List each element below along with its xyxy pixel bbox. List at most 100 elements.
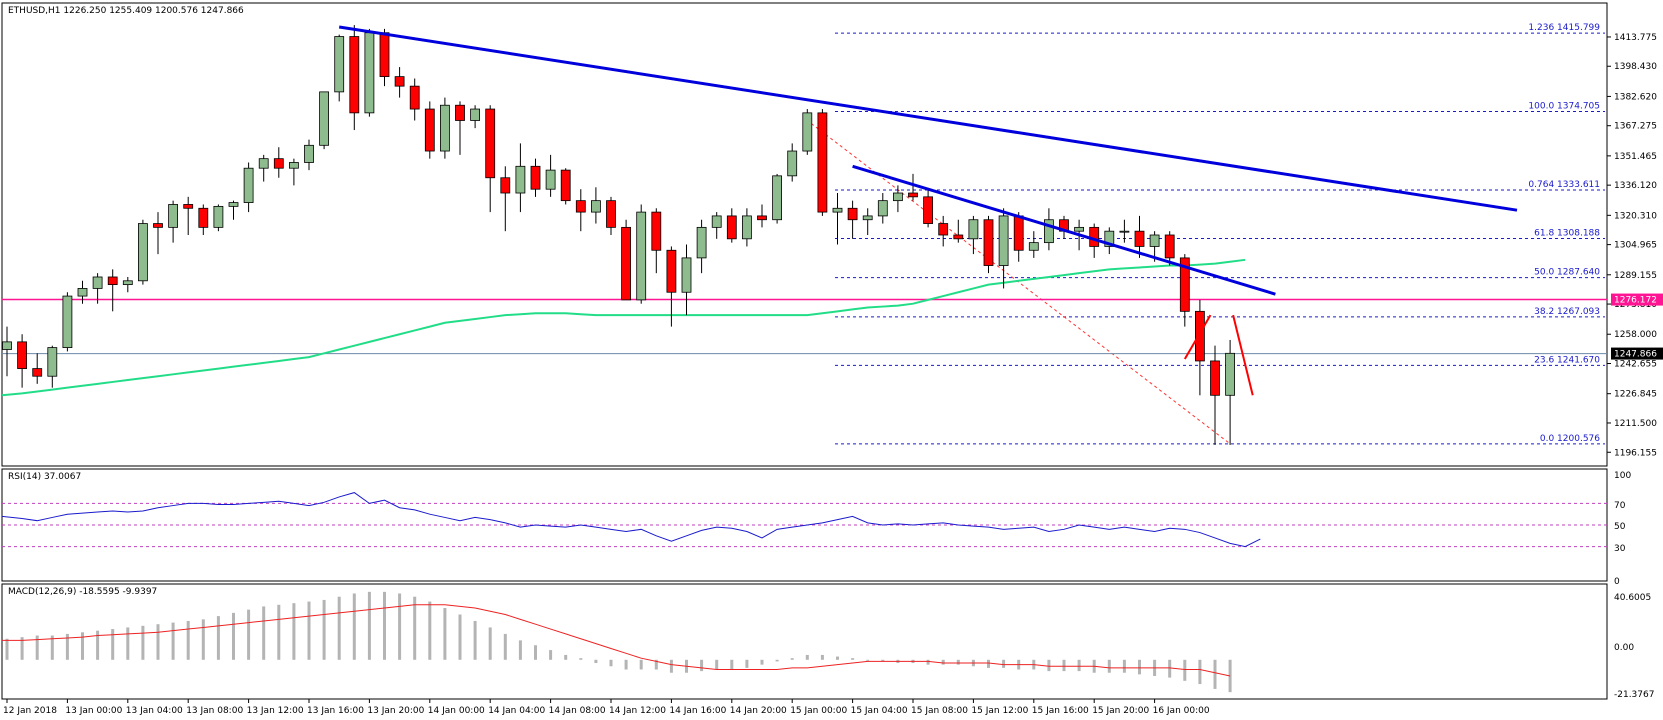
rsi-tick-100: 100	[1614, 471, 1631, 481]
price-tick-label: 1196.155	[1614, 448, 1657, 458]
candle	[666, 246, 677, 327]
candle	[862, 208, 873, 235]
bear-candle-body	[1195, 310, 1205, 362]
candle	[470, 105, 481, 129]
bear-candle-body	[32, 368, 43, 377]
candle	[742, 208, 752, 247]
main-panel: 1.236 1415.799 100.0 1374.705 0.764 1333.6…	[1, 2, 1663, 467]
rsi-tick-0: 0	[1614, 577, 1620, 587]
macd-histogram-bar	[956, 659, 960, 665]
macd-histogram-bar	[790, 658, 794, 660]
candle	[47, 345, 58, 388]
symbol-header: ETHUSD,H1 1226.250 1255.409 1200.576 124…	[8, 6, 244, 16]
candle	[439, 97, 450, 159]
macd-histogram-bar	[1122, 659, 1126, 673]
candle	[983, 215, 994, 274]
candle	[349, 25, 360, 131]
rsi-panel: RSI(14) 37.0067 100 70 50 30 0	[1, 468, 1631, 587]
bull-candle-body	[334, 36, 345, 93]
candle	[1059, 215, 1069, 239]
candle	[168, 200, 179, 243]
time-tick-label: 13 Jan 12:00	[247, 706, 304, 716]
candle	[319, 91, 330, 150]
macd-histogram-bar	[5, 638, 9, 660]
candle	[424, 101, 435, 159]
candle	[560, 168, 571, 205]
time-tick-label: 14 Jan 16:00	[669, 706, 726, 716]
candle	[394, 67, 405, 98]
bull-candle-body	[591, 200, 601, 213]
candle	[122, 276, 133, 293]
candle	[847, 200, 858, 239]
bull-candle-body	[122, 280, 133, 286]
candle	[772, 173, 782, 224]
macd-histogram-bar	[1002, 659, 1006, 668]
macd-histogram-bar	[836, 656, 839, 660]
macd-histogram-bar	[111, 629, 115, 660]
price-tick-label: 1351.465	[1614, 152, 1657, 162]
bull-candle-body	[77, 288, 88, 297]
bear-candle-body	[379, 32, 390, 78]
candle	[545, 154, 556, 197]
fib-level-label: 38.2 1267.093	[1534, 307, 1600, 317]
candle	[651, 208, 662, 274]
macd-header: MACD(12,26,9) -18.5595 -9.9397	[8, 587, 157, 597]
bear-candle-body	[17, 341, 28, 369]
macd-histogram-bar	[639, 659, 643, 670]
candle	[334, 34, 345, 102]
macd-histogram-bar	[609, 659, 613, 667]
candles	[2, 25, 1235, 445]
current-price-tag: 1247.866	[1611, 347, 1663, 360]
bear-candle-body	[1179, 257, 1190, 312]
fib-retracement-line	[810, 123, 1231, 445]
candle	[243, 162, 254, 213]
macd-histogram-bar	[1077, 659, 1081, 672]
macd-histogram-bar	[232, 612, 235, 660]
macd-tick-zero: 0.00	[1614, 643, 1634, 653]
candle	[1013, 212, 1024, 262]
candle	[968, 215, 979, 255]
bear-candle-body	[651, 211, 662, 251]
candle	[832, 193, 843, 245]
bull-candle-body	[742, 215, 752, 240]
time-tick-label: 12 Jan 2018	[3, 706, 57, 716]
price-tick-label: 1413.775	[1614, 33, 1657, 43]
macd-histogram-bar	[443, 608, 447, 660]
time-tick-label: 15 Jan 04:00	[851, 706, 908, 716]
fib-level-label: 0.0 1200.576	[1540, 434, 1600, 444]
bear-candle-body	[726, 215, 737, 240]
macd-histogram-bar	[352, 593, 356, 660]
bear-candle-body	[757, 215, 767, 221]
bull-candle-body	[47, 347, 58, 377]
time-tick-label: 13 Jan 20:00	[367, 706, 424, 716]
bull-candle-body	[893, 192, 903, 202]
bear-candle-body	[560, 169, 571, 202]
macd-histogram-bar	[579, 658, 583, 660]
bear-candle-body	[908, 192, 918, 198]
time-tick-label: 15 Jan 12:00	[971, 706, 1028, 716]
fib-levels: 1.236 1415.799 100.0 1374.705 0.764 1333.6…	[835, 23, 1605, 445]
time-tick-label: 13 Jan 04:00	[126, 706, 183, 716]
bear-candle-body	[1134, 230, 1145, 247]
resistance-price-tag: 1276.172	[1611, 293, 1663, 306]
macd-histogram-bar	[1198, 659, 1202, 685]
candle	[62, 292, 73, 352]
macd-histogram-bar	[1168, 659, 1172, 678]
bear-candle-body	[953, 234, 964, 240]
bull-candle-body	[696, 226, 707, 259]
candle	[304, 139, 314, 171]
price-tick-label: 1398.430	[1614, 62, 1657, 72]
candle	[938, 215, 949, 247]
bull-candle-body	[862, 215, 873, 221]
forecast-arrow	[1232, 314, 1254, 396]
bull-candle-body	[2, 341, 12, 350]
forecast-arrows	[1183, 314, 1254, 396]
macd-histogram-bar	[473, 620, 477, 660]
candle	[183, 196, 194, 235]
price-tick-label: 1289.155	[1614, 271, 1657, 281]
bear-candle-body	[923, 196, 933, 224]
candle	[1028, 231, 1039, 258]
macd-histogram-bar	[805, 654, 809, 660]
macd-histogram-bar	[1062, 659, 1066, 672]
macd-histogram-bar	[488, 627, 492, 660]
